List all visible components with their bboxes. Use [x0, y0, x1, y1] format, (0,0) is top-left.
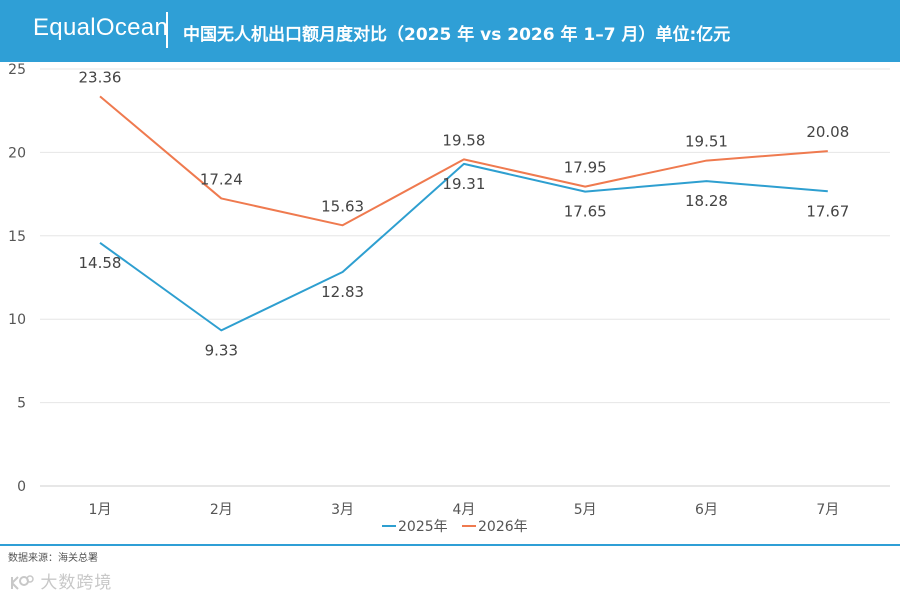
- data-label: 9.33: [205, 341, 238, 359]
- watermark: 大数跨境: [8, 568, 112, 593]
- y-tick-label: 25: [8, 62, 26, 78]
- legend-label: 2025年: [398, 519, 448, 535]
- data-label: 23.36: [79, 68, 122, 86]
- legend: 2025年 2026年: [382, 519, 528, 535]
- x-tick-label: 7月: [816, 502, 839, 518]
- x-tick-label: 6月: [695, 502, 718, 518]
- source-note: 数据来源：海关总署: [8, 553, 98, 564]
- data-label: 18.28: [685, 192, 728, 210]
- x-axis-ticks: 1月 2月 3月 4月 5月 6月 7月: [89, 502, 840, 518]
- data-labels: 23.36 17.24 15.63 19.58 17.95 19.51 20.08 14.58…: [79, 68, 850, 359]
- data-label: 15.63: [321, 197, 364, 215]
- footer-rule: [0, 544, 900, 546]
- data-label: 19.31: [442, 175, 485, 193]
- x-tick-label: 3月: [331, 502, 354, 518]
- data-label: 14.58: [79, 254, 122, 272]
- data-label: 17.24: [200, 170, 243, 188]
- watermark-text: 大数跨境: [40, 573, 113, 593]
- y-axis-ticks: 0 5 10 15 20 25: [8, 62, 26, 495]
- y-tick-label: 15: [8, 229, 26, 245]
- y-tick-label: 20: [8, 145, 26, 161]
- series-line-2: [99, 95, 828, 227]
- data-label: 19.51: [685, 133, 728, 151]
- header-bar: EqualOcean 中国无人机出口额月度对比（2025 年 vs 2026 年…: [0, 0, 900, 62]
- brand-logo: EqualOcean: [33, 14, 169, 41]
- series-line-1: [99, 162, 828, 332]
- x-tick-label: 2月: [210, 502, 233, 518]
- x-tick-label: 4月: [452, 502, 475, 518]
- y-tick-label: 5: [17, 396, 26, 412]
- data-label: 17.95: [564, 159, 607, 177]
- legend-label: 2026年: [478, 519, 528, 535]
- data-label: 20.08: [806, 123, 849, 141]
- data-label: 17.65: [564, 203, 607, 221]
- chart-title: 中国无人机出口额月度对比（2025 年 vs 2026 年 1–7 月）单位:亿…: [183, 25, 731, 45]
- series-lines: [99, 95, 828, 332]
- line-chart: 0 5 10 15 20 25 1月 2月 3月 4月 5月 6月 7月 23.36 17.24 15.6…: [8, 62, 890, 535]
- grid-lines: [40, 68, 890, 487]
- x-tick-label: 1月: [89, 502, 112, 518]
- watermark-logo-icon: [11, 575, 34, 590]
- header-divider: [166, 12, 168, 48]
- x-tick-label: 5月: [574, 502, 597, 518]
- y-tick-label: 10: [8, 312, 26, 328]
- data-label: 17.67: [806, 202, 849, 220]
- data-label: 12.83: [321, 283, 364, 301]
- y-tick-label: 0: [17, 479, 26, 495]
- data-label: 19.58: [442, 131, 485, 149]
